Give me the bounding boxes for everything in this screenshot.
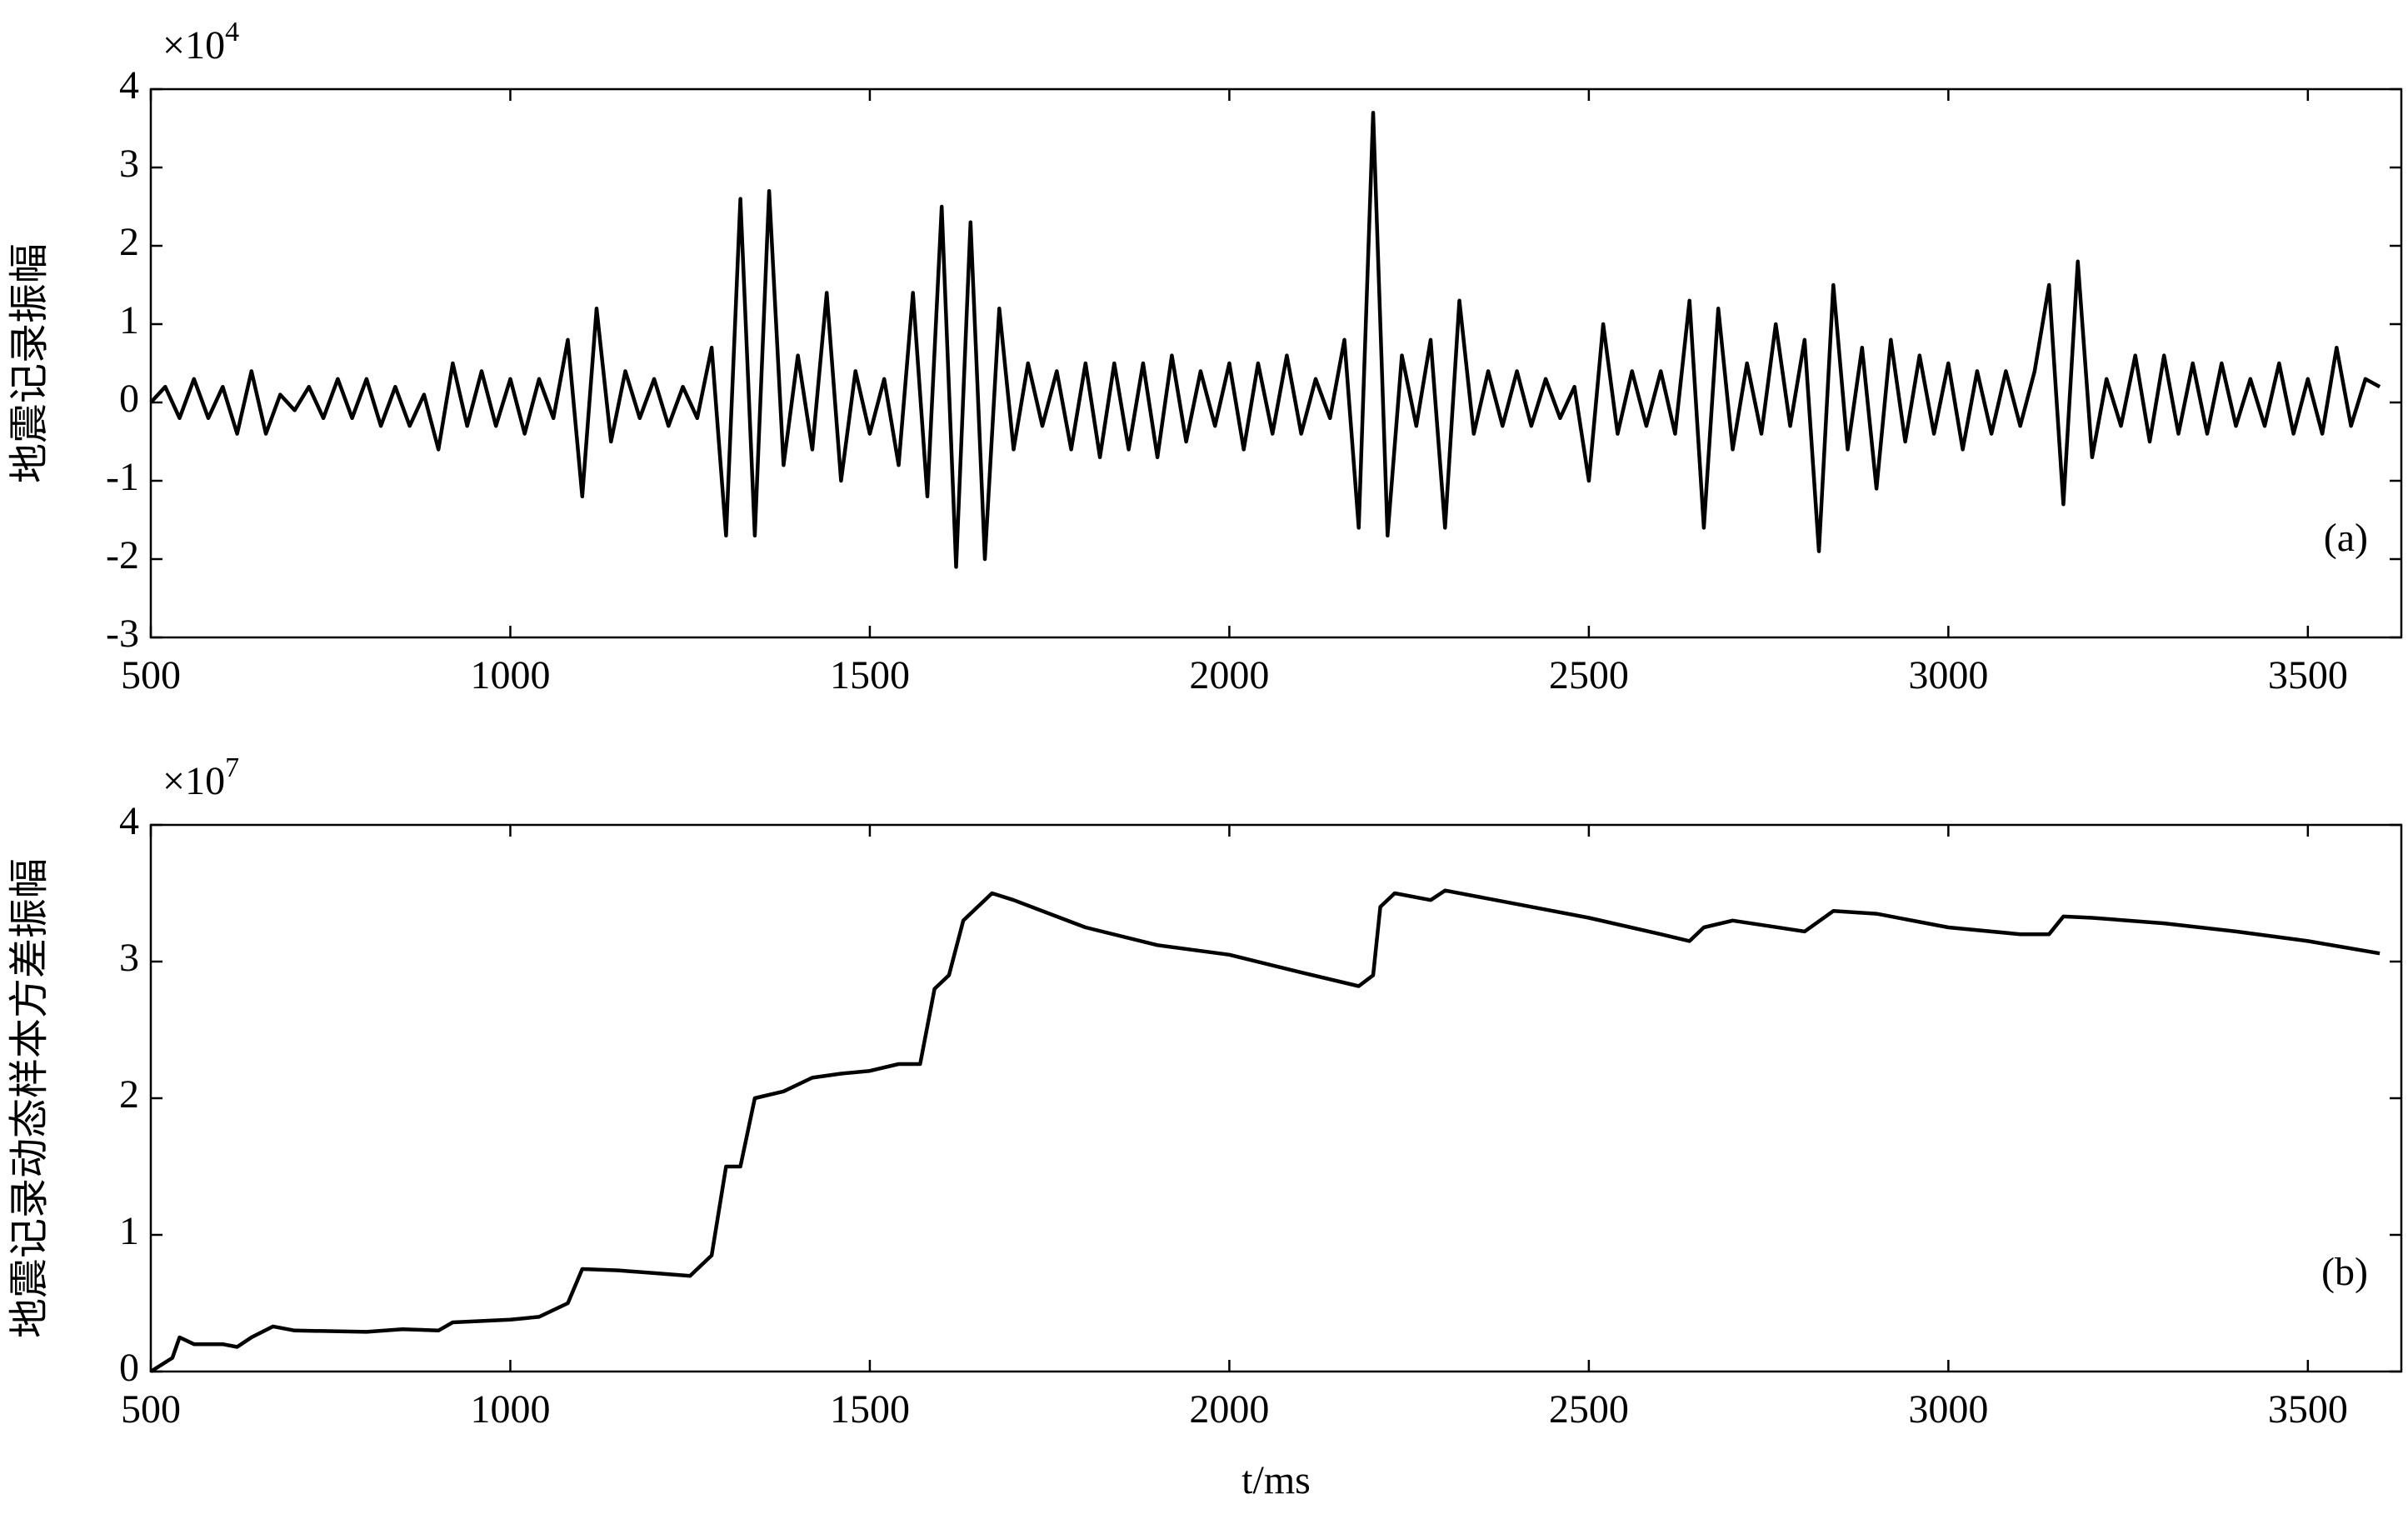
y-tick-label: 3 — [119, 936, 139, 980]
y-tick-label: 2 — [119, 220, 139, 264]
data-line — [149, 110, 2381, 569]
x-tick-label: 2000 — [1189, 1387, 1269, 1432]
y-tick-label: 1 — [119, 1209, 139, 1253]
x-tick-label: 2500 — [1549, 653, 1629, 697]
y-tick-label: 1 — [119, 298, 139, 342]
x-tick-label: 1500 — [830, 653, 910, 697]
y-tick-label: 0 — [119, 1346, 139, 1390]
y-tick-label: 4 — [119, 63, 139, 107]
x-tick-label: 500 — [121, 653, 181, 697]
y-scale-exponent: 7 — [225, 752, 239, 783]
x-tick-label: 3500 — [2268, 1387, 2348, 1432]
y-axis-label: 地震记录动态样本方差振幅 — [7, 858, 52, 1338]
y-tick-label: 3 — [119, 142, 139, 186]
data-line — [149, 888, 2381, 1373]
panel-label: (a) — [2324, 516, 2368, 560]
y-tick-label: -2 — [106, 533, 139, 577]
x-tick-label: 2000 — [1189, 653, 1269, 697]
y-tick-label: 4 — [119, 799, 139, 843]
y-tick-label: 2 — [119, 1072, 139, 1117]
x-tick-label: 1000 — [470, 1387, 550, 1432]
x-tick-label: 1500 — [830, 1387, 910, 1432]
y-scale-base: ×10 — [162, 23, 225, 67]
y-scale-label: ×107 — [162, 752, 239, 803]
x-tick-label: 1000 — [470, 653, 550, 697]
x-tick-label: 3000 — [1908, 653, 1988, 697]
y-tick-label: -3 — [106, 612, 139, 656]
plot-frame — [149, 823, 2403, 1373]
x-tick-label: 3000 — [1908, 1387, 1988, 1432]
y-tick-label: -1 — [106, 455, 139, 499]
y-scale-label: ×104 — [162, 17, 239, 67]
x-tick-label: 500 — [121, 1387, 181, 1432]
x-tick-label: 2500 — [1549, 1387, 1629, 1432]
x-tick-label: 3500 — [2268, 653, 2348, 697]
y-scale-exponent: 4 — [225, 17, 239, 47]
panel-label: (b) — [2321, 1250, 2368, 1294]
y-axis-label: 地震记录振幅 — [7, 243, 52, 483]
y-scale-base: ×10 — [162, 759, 225, 803]
plot-frame — [149, 87, 2403, 639]
x-axis-label: t/ms — [1241, 1458, 1311, 1502]
y-tick-label: 0 — [119, 377, 139, 421]
